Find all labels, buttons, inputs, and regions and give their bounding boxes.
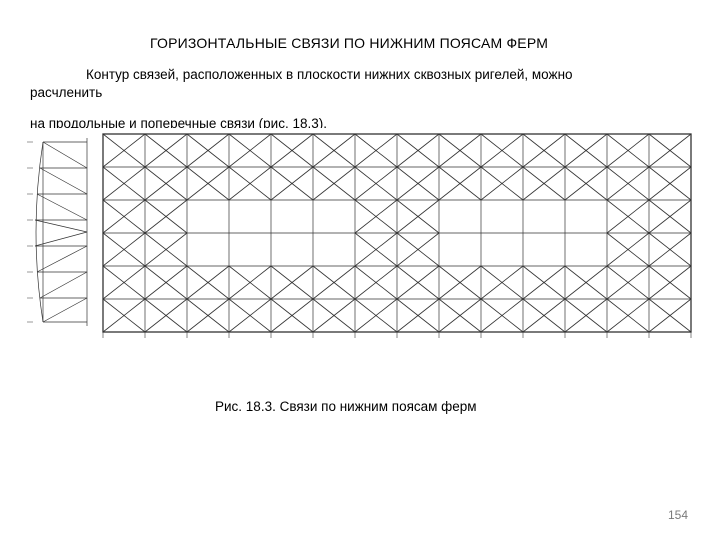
section-title: ГОРИЗОНТАЛЬНЫЕ СВЯЗИ ПО НИЖНИМ ПОЯСАМ ФЕ… [150, 35, 548, 51]
para-line-2: расчленить [30, 85, 102, 100]
para-line-1: Контур связей, расположенных в плоскости… [86, 67, 573, 82]
figure-caption: Рис. 18.3. Связи по нижним поясам ферм [215, 398, 505, 416]
plan-bracing-grid [103, 134, 691, 338]
figure-18-3 [25, 128, 695, 348]
side-elevation-truss [27, 138, 87, 326]
body-paragraph: Контур связей, расположенных в плоскости… [30, 66, 690, 102]
page-number: 154 [668, 508, 688, 522]
